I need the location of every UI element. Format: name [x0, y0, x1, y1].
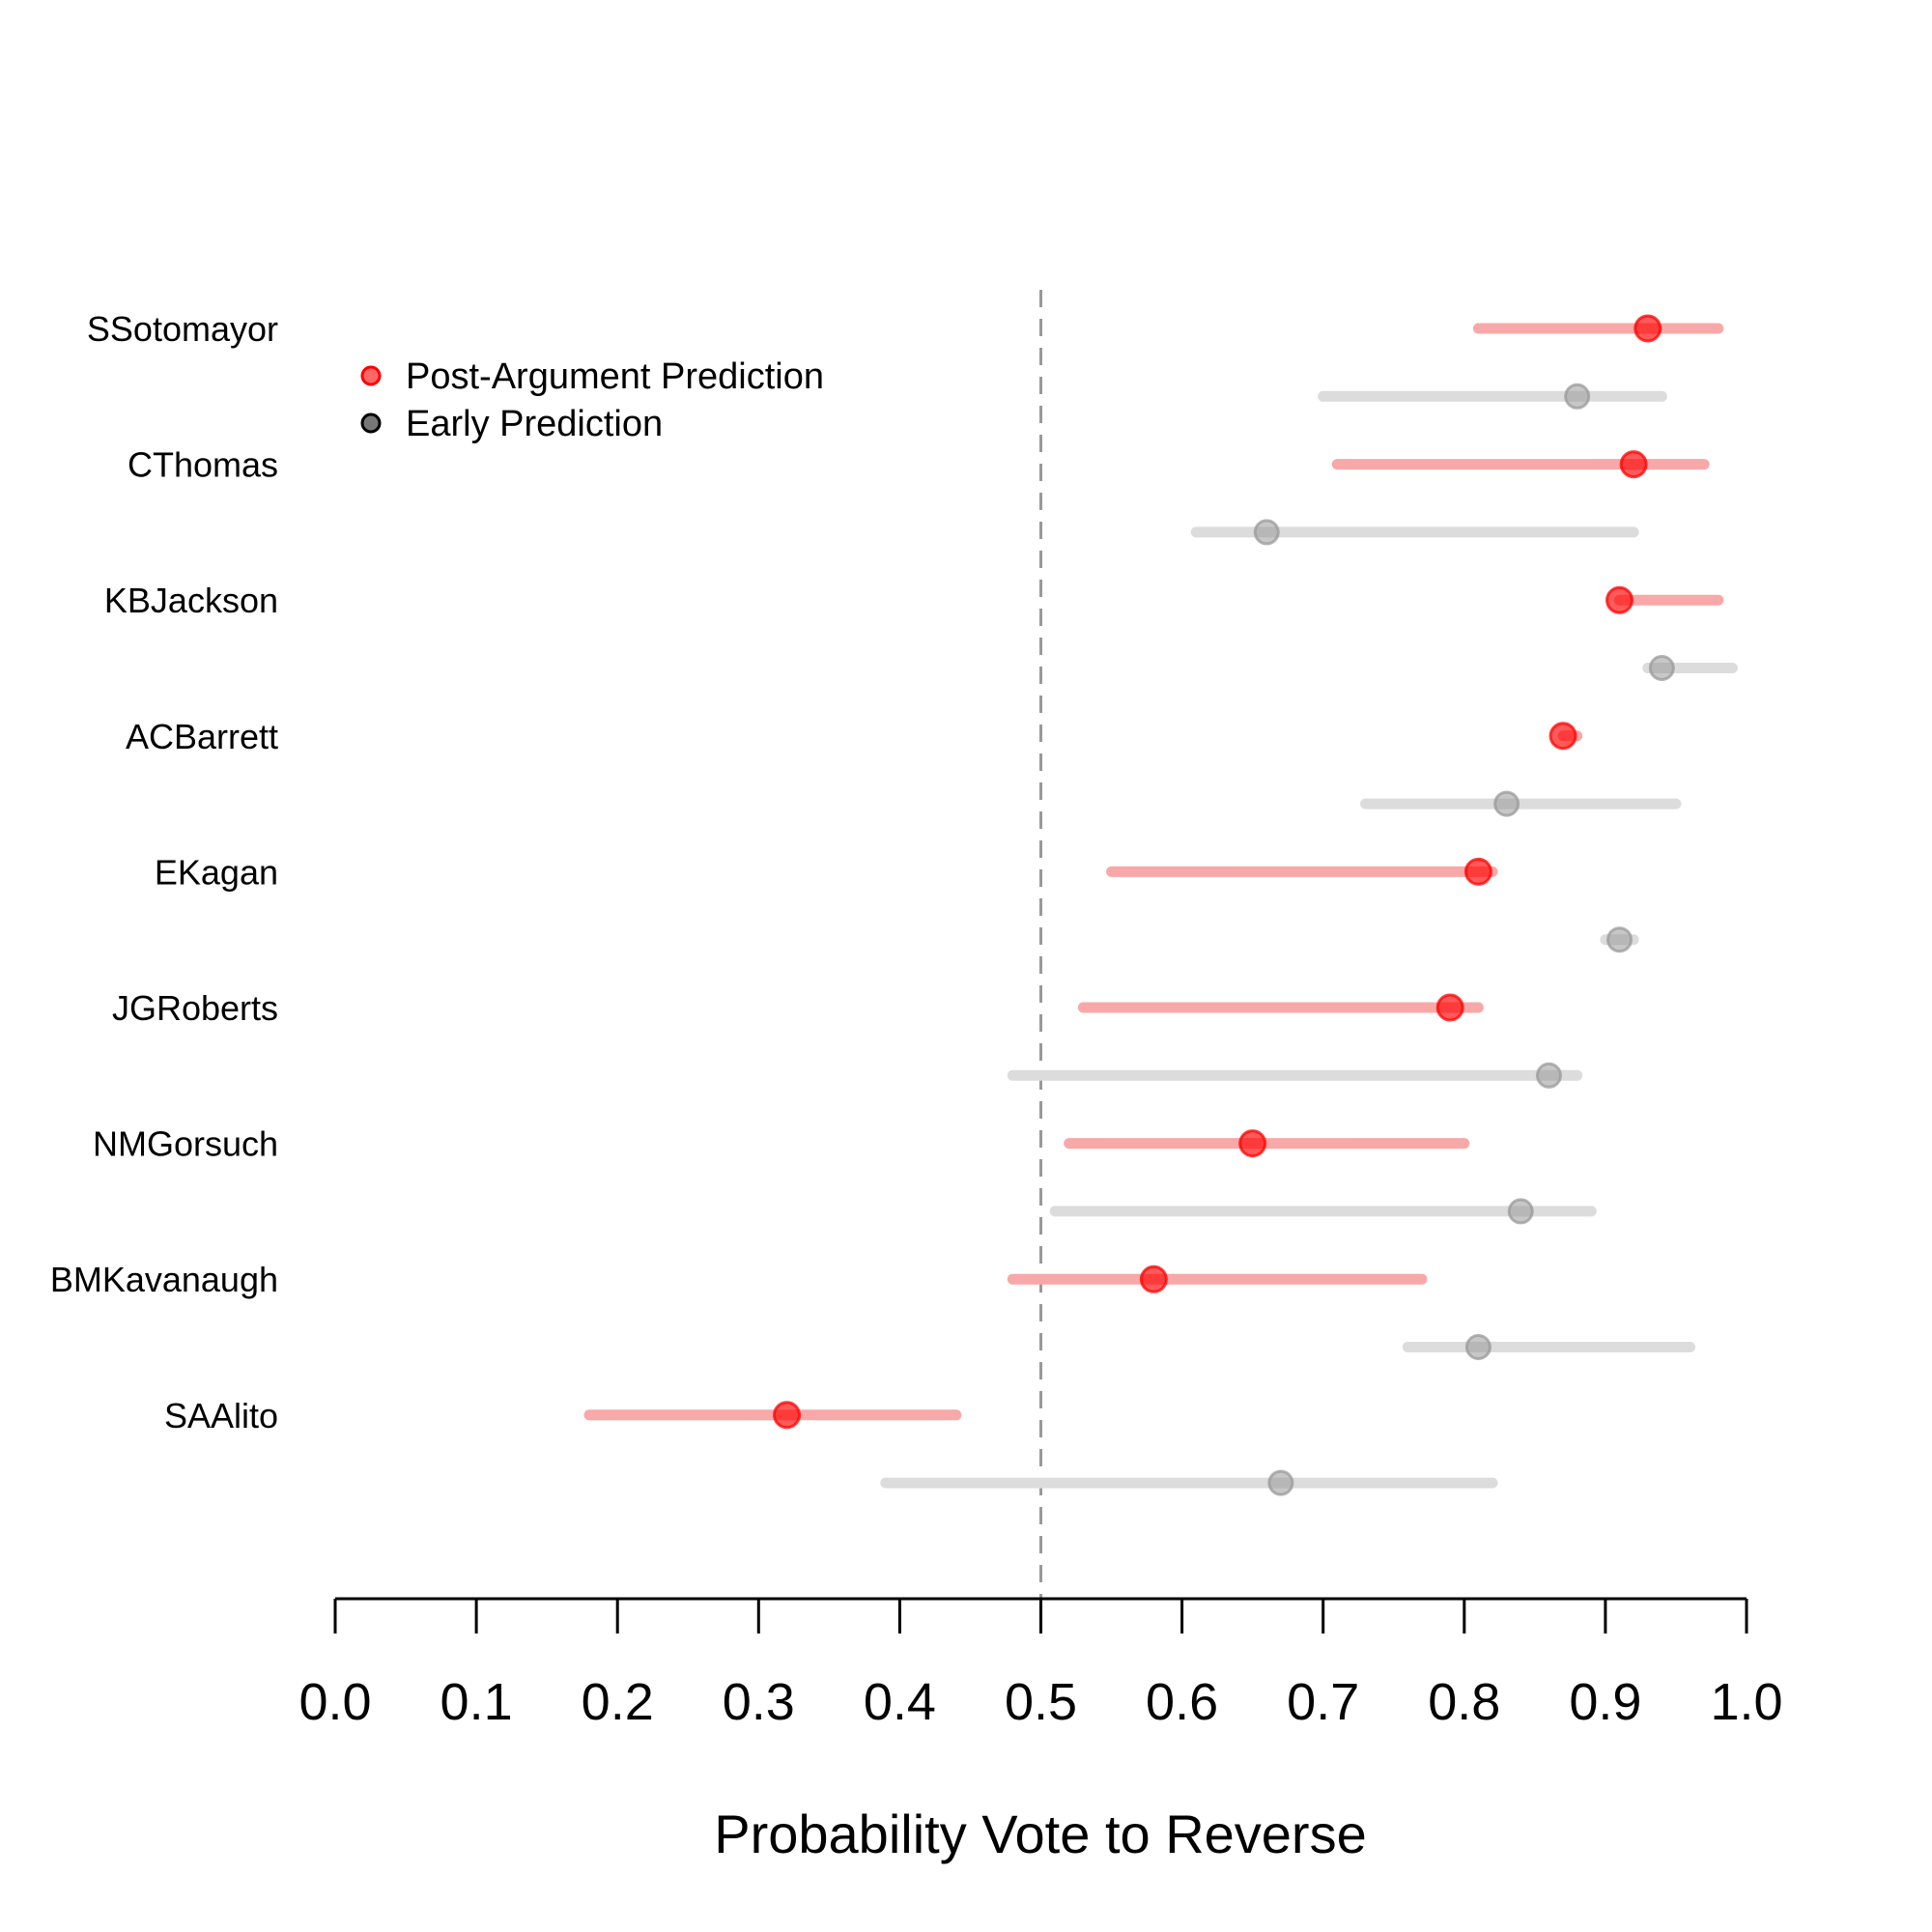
x-tick-label: 0.2 [582, 1673, 654, 1731]
x-axis: 0.0 0.1 0.2 0.3 0.4 0.5 0.6 0.7 0.8 0.9 1.0 [298, 1597, 1783, 1731]
justice-label: BMKavanaugh [50, 1260, 278, 1299]
post-point [1435, 993, 1464, 1022]
justice-label: ACBarrett [126, 717, 278, 756]
early-point [1507, 1198, 1534, 1225]
early-point [1464, 1334, 1492, 1360]
early-point [1648, 655, 1675, 681]
early-point [1493, 790, 1520, 817]
legend-marker-post [360, 365, 382, 386]
early-point [1564, 383, 1591, 410]
justice-label: SSotomayor [87, 309, 278, 349]
post-point [1605, 585, 1634, 614]
post-point [1619, 450, 1648, 479]
x-tick-label: 0.1 [440, 1673, 513, 1731]
post-point [1634, 314, 1662, 343]
justice-label: CThomas [128, 445, 278, 485]
post-point [1548, 722, 1577, 751]
justice-label: KBJackson [104, 581, 278, 620]
legend: Post-Argument Prediction Early Predictio… [360, 356, 824, 444]
early-point [1535, 1062, 1562, 1089]
post-point [1238, 1129, 1267, 1158]
x-axis-title: Probability Vote to Reverse [714, 1804, 1366, 1864]
x-tick-label: 0.0 [298, 1673, 371, 1731]
x-tick-label: 0.9 [1569, 1673, 1641, 1731]
post-point [1139, 1264, 1168, 1293]
legend-label-early: Early Prediction [406, 404, 663, 444]
legend-marker-early [360, 412, 382, 434]
post-point [1463, 857, 1492, 886]
x-tick-label: 0.6 [1146, 1673, 1218, 1731]
legend-label-post: Post-Argument Prediction [406, 356, 824, 397]
justice-label: EKagan [155, 852, 278, 892]
points-layer [773, 314, 1675, 1496]
x-tick-label: 0.5 [1005, 1673, 1077, 1731]
post-point [773, 1401, 802, 1430]
justice-label: JGRoberts [112, 988, 278, 1028]
intervals-layer [583, 323, 1738, 1489]
x-tick-label: 0.3 [723, 1673, 795, 1731]
x-tick-label: 0.7 [1287, 1673, 1359, 1731]
early-point [1606, 926, 1634, 953]
x-tick-label: 0.8 [1428, 1673, 1500, 1731]
early-point [1267, 1469, 1294, 1496]
justice-label: NMGorsuch [93, 1124, 278, 1164]
justice-label: SAAlito [164, 1396, 278, 1435]
x-tick-label: 1.0 [1710, 1673, 1782, 1731]
justice-labels: SSotomayor CThomas KBJackson ACBarrett EKaga… [50, 309, 278, 1435]
x-tick-label: 0.4 [864, 1673, 936, 1731]
early-point [1253, 519, 1280, 546]
